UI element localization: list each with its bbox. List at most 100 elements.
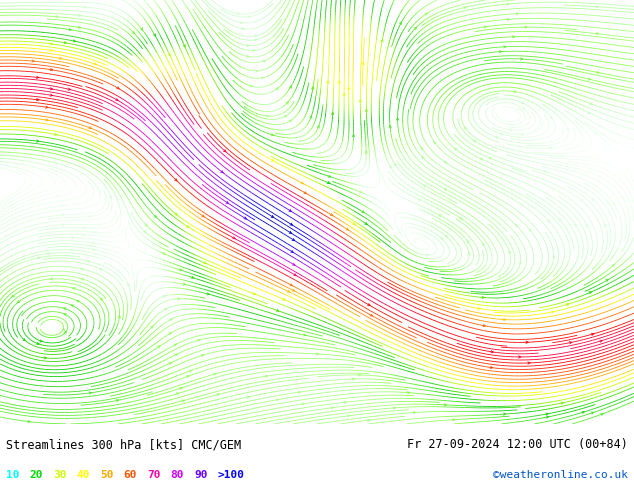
FancyArrowPatch shape: [592, 198, 594, 201]
FancyArrowPatch shape: [316, 353, 318, 355]
FancyArrowPatch shape: [344, 401, 346, 403]
FancyArrowPatch shape: [390, 166, 392, 168]
FancyArrowPatch shape: [46, 252, 49, 254]
FancyArrowPatch shape: [605, 224, 607, 227]
FancyArrowPatch shape: [73, 288, 75, 290]
FancyArrowPatch shape: [85, 187, 87, 189]
FancyArrowPatch shape: [521, 101, 524, 103]
FancyArrowPatch shape: [359, 191, 362, 193]
FancyArrowPatch shape: [310, 116, 312, 119]
FancyArrowPatch shape: [290, 223, 292, 225]
FancyArrowPatch shape: [582, 412, 585, 414]
FancyArrowPatch shape: [64, 332, 66, 334]
FancyArrowPatch shape: [527, 362, 530, 364]
FancyArrowPatch shape: [328, 175, 331, 177]
FancyArrowPatch shape: [496, 137, 498, 139]
FancyArrowPatch shape: [603, 133, 605, 136]
FancyArrowPatch shape: [12, 294, 15, 297]
FancyArrowPatch shape: [141, 28, 143, 30]
FancyArrowPatch shape: [37, 192, 39, 194]
FancyArrowPatch shape: [516, 13, 519, 15]
FancyArrowPatch shape: [247, 396, 250, 398]
FancyArrowPatch shape: [585, 149, 587, 151]
FancyArrowPatch shape: [37, 140, 39, 142]
FancyArrowPatch shape: [119, 316, 120, 318]
FancyArrowPatch shape: [525, 26, 527, 28]
FancyArrowPatch shape: [367, 419, 370, 421]
FancyArrowPatch shape: [514, 90, 516, 93]
FancyArrowPatch shape: [621, 196, 624, 199]
FancyArrowPatch shape: [544, 171, 547, 173]
FancyArrowPatch shape: [271, 159, 274, 161]
FancyArrowPatch shape: [32, 60, 34, 62]
FancyArrowPatch shape: [283, 298, 285, 300]
Text: 40: 40: [77, 470, 90, 480]
FancyArrowPatch shape: [553, 256, 555, 258]
FancyArrowPatch shape: [560, 155, 562, 157]
FancyArrowPatch shape: [189, 370, 191, 372]
FancyArrowPatch shape: [51, 278, 53, 280]
Text: 80: 80: [171, 470, 184, 480]
FancyArrowPatch shape: [592, 333, 594, 336]
FancyArrowPatch shape: [271, 216, 274, 218]
FancyArrowPatch shape: [226, 201, 228, 203]
FancyArrowPatch shape: [413, 412, 415, 414]
FancyArrowPatch shape: [613, 203, 616, 205]
FancyArrowPatch shape: [586, 224, 589, 227]
FancyArrowPatch shape: [327, 181, 330, 184]
FancyArrowPatch shape: [484, 26, 486, 28]
FancyArrowPatch shape: [128, 284, 130, 287]
FancyArrowPatch shape: [289, 231, 292, 233]
FancyArrowPatch shape: [40, 340, 42, 342]
FancyArrowPatch shape: [368, 303, 370, 306]
FancyArrowPatch shape: [253, 49, 255, 52]
FancyArrowPatch shape: [600, 414, 603, 416]
FancyArrowPatch shape: [346, 228, 349, 230]
FancyArrowPatch shape: [612, 265, 614, 267]
FancyArrowPatch shape: [463, 6, 466, 9]
FancyArrowPatch shape: [332, 112, 333, 115]
FancyArrowPatch shape: [358, 374, 361, 376]
FancyArrowPatch shape: [455, 148, 457, 151]
FancyArrowPatch shape: [352, 378, 354, 380]
FancyArrowPatch shape: [289, 120, 292, 122]
FancyArrowPatch shape: [292, 239, 295, 241]
FancyArrowPatch shape: [298, 391, 301, 393]
FancyArrowPatch shape: [254, 35, 257, 37]
FancyArrowPatch shape: [110, 196, 112, 198]
FancyArrowPatch shape: [18, 300, 20, 303]
FancyArrowPatch shape: [183, 45, 185, 47]
FancyArrowPatch shape: [294, 273, 296, 275]
FancyArrowPatch shape: [265, 375, 268, 377]
FancyArrowPatch shape: [330, 214, 333, 216]
FancyArrowPatch shape: [422, 157, 424, 159]
FancyArrowPatch shape: [115, 98, 118, 100]
FancyArrowPatch shape: [467, 241, 469, 243]
FancyArrowPatch shape: [591, 412, 593, 414]
FancyArrowPatch shape: [71, 305, 74, 307]
FancyArrowPatch shape: [41, 182, 44, 184]
FancyArrowPatch shape: [347, 415, 350, 417]
FancyArrowPatch shape: [474, 140, 476, 142]
FancyArrowPatch shape: [81, 268, 84, 270]
FancyArrowPatch shape: [60, 57, 61, 59]
FancyArrowPatch shape: [460, 218, 463, 220]
FancyArrowPatch shape: [163, 295, 165, 297]
FancyArrowPatch shape: [365, 222, 367, 224]
FancyArrowPatch shape: [233, 237, 235, 239]
FancyArrowPatch shape: [547, 416, 548, 418]
FancyArrowPatch shape: [287, 290, 290, 292]
FancyArrowPatch shape: [512, 36, 515, 38]
FancyArrowPatch shape: [418, 199, 421, 201]
FancyArrowPatch shape: [393, 407, 396, 409]
FancyArrowPatch shape: [444, 404, 446, 406]
FancyArrowPatch shape: [94, 63, 96, 65]
FancyArrowPatch shape: [595, 180, 598, 182]
FancyArrowPatch shape: [284, 115, 287, 118]
FancyArrowPatch shape: [575, 224, 577, 227]
FancyArrowPatch shape: [503, 413, 506, 415]
FancyArrowPatch shape: [169, 319, 172, 321]
FancyArrowPatch shape: [291, 250, 294, 252]
FancyArrowPatch shape: [480, 158, 482, 160]
FancyArrowPatch shape: [521, 58, 523, 60]
